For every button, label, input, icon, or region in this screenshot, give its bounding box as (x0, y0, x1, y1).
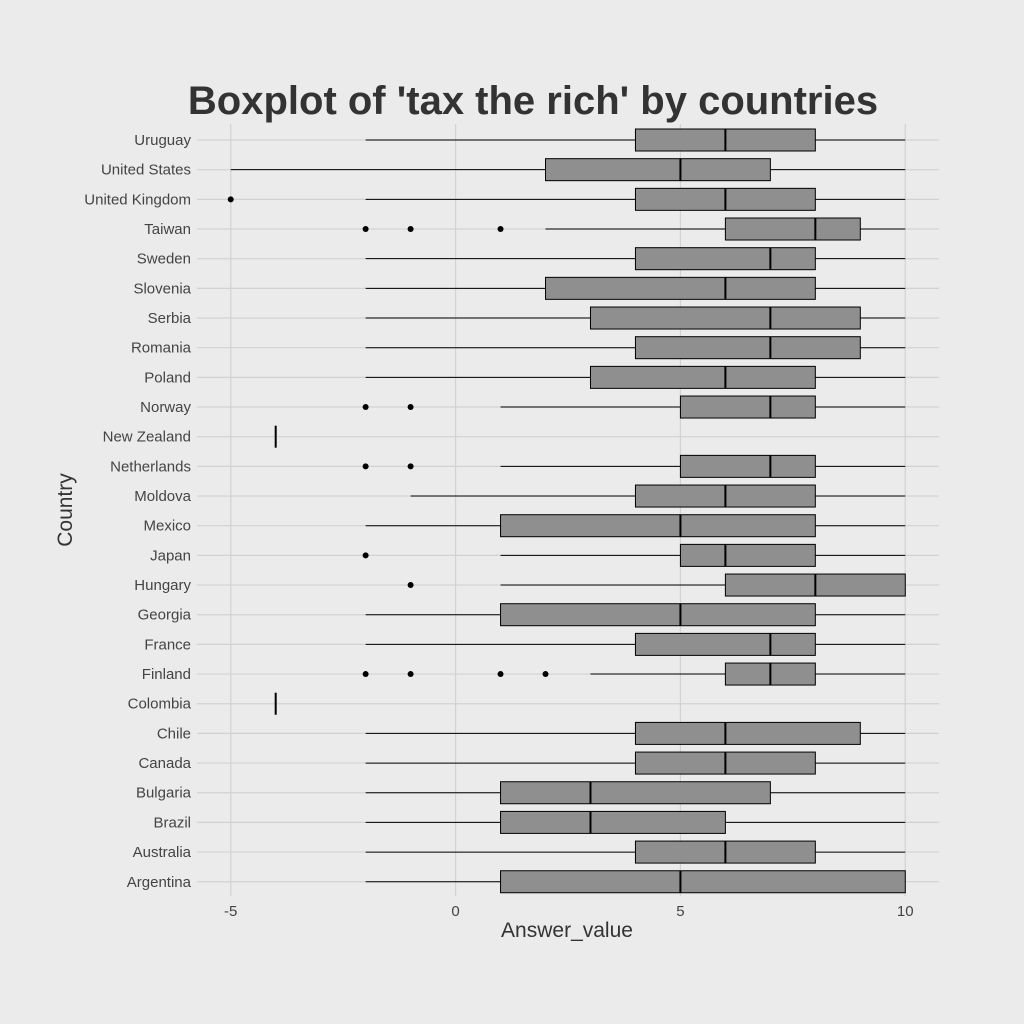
iqr-box (545, 158, 771, 182)
outlier-point (227, 196, 234, 203)
iqr-box (634, 632, 816, 656)
iqr-box (634, 336, 861, 360)
iqr-box (679, 543, 816, 567)
y-tick-label: Mexico (143, 518, 191, 535)
y-tick-label: Sweden (137, 251, 191, 268)
box-finland (362, 662, 906, 686)
box-united-kingdom (227, 187, 906, 211)
y-tick-label: Finland (142, 666, 191, 683)
box-united-states (230, 158, 906, 182)
y-tick-label: Norway (140, 399, 191, 416)
outlier-point (497, 671, 504, 678)
box-bulgaria (365, 781, 906, 805)
outlier-point (542, 671, 549, 678)
box-poland (365, 365, 906, 389)
box-norway (362, 395, 906, 419)
y-tick-label: Japan (150, 547, 191, 564)
y-tick-label: Serbia (148, 310, 192, 327)
iqr-box (634, 721, 861, 745)
box-romania (365, 336, 906, 360)
box-hungary (407, 573, 906, 597)
iqr-box (500, 514, 816, 538)
y-tick-label: Argentina (127, 874, 192, 891)
box-serbia (365, 306, 906, 330)
box-georgia (365, 603, 906, 627)
x-tick-label: 5 (676, 903, 684, 920)
y-axis-title: Country (54, 473, 77, 547)
y-tick-label: Taiwan (144, 221, 191, 238)
outlier-point (407, 582, 414, 589)
outlier-point (407, 671, 414, 678)
iqr-box (500, 781, 771, 805)
x-tick-label: 0 (451, 903, 459, 920)
box-moldova (410, 484, 906, 508)
y-tick-label: New Zealand (103, 429, 191, 446)
y-tick-label: Canada (138, 755, 191, 772)
iqr-box (545, 276, 816, 300)
iqr-box (679, 454, 816, 478)
iqr-box (500, 603, 816, 627)
outlier-point (407, 226, 414, 233)
box-slovenia (365, 276, 906, 300)
outlier-point (362, 552, 369, 559)
iqr-box (500, 870, 906, 894)
y-tick-label: Poland (144, 369, 191, 386)
box-series (227, 128, 906, 894)
y-axis-tick-labels: Uruguay United States United Kingdom Taiwan… (84, 132, 191, 891)
outlier-point (362, 226, 369, 233)
y-tick-label: Romania (131, 340, 192, 357)
x-tick-label: 10 (897, 903, 914, 920)
y-tick-label: Hungary (134, 577, 191, 594)
y-tick-label: Slovenia (133, 280, 191, 297)
y-tick-label: Australia (133, 844, 192, 861)
y-tick-label: Colombia (128, 696, 192, 713)
box-france (365, 632, 906, 656)
x-axis-tick-labels: -5 0 5 10 (224, 903, 914, 920)
x-axis-title: Answer_value (501, 919, 633, 942)
box-australia (365, 840, 906, 864)
iqr-box (500, 810, 726, 834)
outlier-point (407, 463, 414, 470)
iqr-box (679, 395, 816, 419)
outlier-point (497, 226, 504, 233)
box-taiwan (362, 217, 906, 241)
y-tick-label: France (144, 636, 191, 653)
y-tick-label: United States (101, 162, 191, 179)
iqr-box (724, 217, 861, 241)
box-brazil (365, 810, 906, 834)
iqr-box (589, 306, 861, 330)
outlier-point (362, 463, 369, 470)
box-mexico (365, 514, 906, 538)
y-tick-label: Netherlands (110, 458, 191, 475)
y-tick-label: Uruguay (134, 132, 191, 149)
outlier-point (362, 671, 369, 678)
chart-title: Boxplot of 'tax the rich' by countries (188, 79, 878, 123)
y-tick-label: Moldova (134, 488, 191, 505)
y-tick-label: Chile (157, 725, 191, 742)
y-tick-label: Bulgaria (136, 785, 192, 802)
iqr-box (634, 247, 816, 271)
y-tick-label: United Kingdom (84, 191, 191, 208)
y-tick-label: Georgia (138, 607, 192, 624)
box-sweden (365, 247, 906, 271)
iqr-box (589, 365, 816, 389)
box-netherlands (362, 454, 906, 478)
outlier-point (362, 404, 369, 411)
x-tick-label: -5 (224, 903, 237, 920)
box-canada (365, 751, 906, 775)
box-uruguay (365, 128, 906, 152)
y-tick-label: Brazil (153, 814, 191, 831)
box-chile (365, 721, 906, 745)
box-argentina (365, 870, 906, 894)
box-japan (362, 543, 906, 567)
outlier-point (407, 404, 414, 411)
